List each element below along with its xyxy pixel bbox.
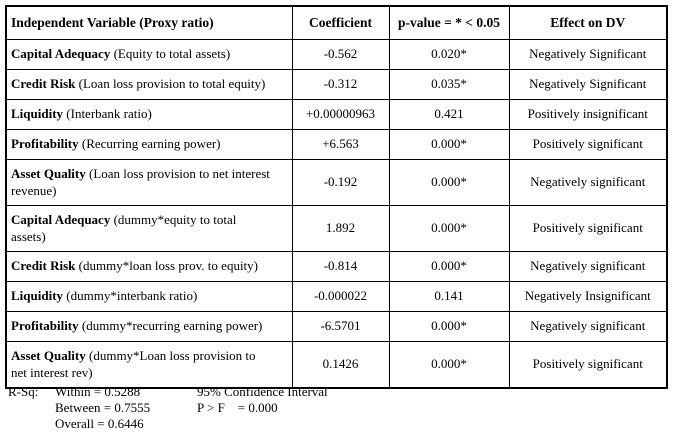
variable-name: Profitability (11, 136, 79, 152)
variable-name: Capital Adequacy (11, 46, 111, 62)
p-value-cell: 0.000* (388, 129, 510, 160)
variable-cell: Credit Risk (dummy*loan loss prov. to eq… (5, 251, 293, 282)
effect-cell: Positively significant (508, 205, 668, 252)
variable-cell: Asset Quality (Loan loss provision to ne… (5, 159, 293, 206)
confidence-interval-block: 95% Confidence Interval P > F = 0.000 (197, 384, 328, 432)
variable-detail: (dummy*loan loss prov. to equity) (75, 258, 258, 274)
variable-name: Profitability (11, 318, 79, 334)
variable-cell: Capital Adequacy (dummy*equity to total … (5, 205, 293, 252)
coefficient-cell: -0.192 (291, 159, 390, 206)
variable-cell: Profitability (Recurring earning power) (5, 129, 293, 160)
p-value-cell: 0.000* (388, 311, 510, 342)
p-value-cell: 0.035* (388, 69, 510, 100)
coefficient-cell: -0.000022 (291, 281, 390, 312)
table-row: Profitability (dummy*recurring earning p… (5, 311, 668, 342)
p-value-cell: 0.000* (388, 159, 510, 206)
r-sq-label: R-Sq: (8, 384, 39, 399)
effect-cell: Positively insignificant (508, 99, 668, 130)
variable-name: Credit Risk (11, 76, 76, 92)
effect-cell: Negatively Significant (508, 69, 668, 100)
variable-name: Liquidity (11, 106, 64, 122)
table-row: Liquidity (Interbank ratio) +0.00000963 … (5, 99, 668, 130)
coefficient-cell: -6.5701 (291, 311, 390, 342)
p-value-cell: 0.000* (388, 341, 510, 389)
header-effect-on-dv: Effect on DV (508, 5, 668, 40)
table-row: Liquidity (dummy*interbank ratio) -0.000… (5, 281, 668, 312)
effect-cell: Negatively significant (508, 159, 668, 206)
p-value-cell: 0.000* (388, 251, 510, 282)
variable-cell: Credit Risk (Loan loss provision to tota… (5, 69, 293, 100)
p-value-cell: 0.020* (388, 39, 510, 70)
effect-cell: Positively significant (508, 129, 668, 160)
table-row: Credit Risk (dummy*loan loss prov. to eq… (5, 251, 668, 282)
r-sq-values: Within = 0.5288 Between = 0.7555 Overall… (55, 384, 197, 432)
variable-cell: Liquidity (dummy*interbank ratio) (5, 281, 293, 312)
r-sq-within: Within = 0.5288 (55, 384, 141, 399)
table-footnote: R-Sq: Within = 0.5288 Between = 0.7555 O… (8, 384, 328, 432)
effect-cell: Negatively Significant (508, 39, 668, 70)
variable-cell: Liquidity (Interbank ratio) (5, 99, 293, 130)
p-greater-f-value: P > F = 0.000 (197, 400, 278, 415)
header-coefficient: Coefficient (291, 5, 390, 40)
table-row: Capital Adequacy (dummy*equity to total … (5, 205, 668, 252)
table-header-row: Independent Variable (Proxy ratio) Coeff… (5, 5, 668, 40)
confidence-interval-label: 95% Confidence Interval (197, 384, 328, 399)
effect-cell: Negatively Insignificant (508, 281, 668, 312)
table-row: Asset Quality (Loan loss provision to ne… (5, 159, 668, 206)
variable-name: Liquidity (11, 288, 64, 304)
p-value-cell: 0.000* (388, 205, 510, 252)
variable-detail: (Recurring earning power) (78, 136, 221, 152)
variable-detail: (Equity to total assets) (110, 46, 231, 62)
variable-cell: Capital Adequacy (Equity to total assets… (5, 39, 293, 70)
coefficient-cell: -0.312 (291, 69, 390, 100)
variable-name: Capital Adequacy (11, 211, 111, 227)
coefficient-cell: -0.814 (291, 251, 390, 282)
table-row: Profitability (Recurring earning power) … (5, 129, 668, 160)
coefficient-cell: +6.563 (291, 129, 390, 160)
coefficient-cell: -0.562 (291, 39, 390, 70)
table-row: Capital Adequacy (Equity to total assets… (5, 39, 668, 70)
effect-cell: Negatively significant (508, 251, 668, 282)
header-p-value: p-value = * < 0.05 (388, 5, 510, 40)
variable-detail: (Loan loss provision to total equity) (75, 76, 266, 92)
table-row: Credit Risk (Loan loss provision to tota… (5, 69, 668, 100)
r-sq-overall: Overall = 0.6446 (55, 416, 144, 431)
r-sq-between: Between = 0.7555 (55, 400, 151, 415)
variable-detail: (dummy*equity to total assets) (11, 211, 237, 244)
p-value-cell: 0.141 (388, 281, 510, 312)
effect-cell: Negatively significant (508, 311, 668, 342)
variable-detail: (Interbank ratio) (63, 106, 152, 122)
variable-detail: (dummy*interbank ratio) (63, 288, 198, 304)
variable-detail: (Loan loss provision to net interest rev… (11, 165, 270, 198)
p-value-cell: 0.421 (388, 99, 510, 130)
variable-detail: (dummy*Loan loss provision to net intere… (11, 347, 256, 380)
variable-name: Asset Quality (11, 347, 86, 363)
coefficient-cell: 1.892 (291, 205, 390, 252)
variable-name: Asset Quality (11, 165, 86, 181)
regression-results-table: Independent Variable (Proxy ratio) Coeff… (5, 5, 668, 389)
coefficient-cell: 0.1426 (291, 341, 390, 389)
variable-cell: Profitability (dummy*recurring earning p… (5, 311, 293, 342)
variable-detail: (dummy*recurring earning power) (78, 318, 263, 334)
table-row: Asset Quality (dummy*Loan loss provision… (5, 341, 668, 389)
variable-cell: Asset Quality (dummy*Loan loss provision… (5, 341, 293, 389)
variable-name: Credit Risk (11, 258, 76, 274)
header-independent-variable: Independent Variable (Proxy ratio) (5, 5, 293, 40)
effect-cell: Positively significant (508, 341, 668, 389)
coefficient-cell: +0.00000963 (291, 99, 390, 130)
